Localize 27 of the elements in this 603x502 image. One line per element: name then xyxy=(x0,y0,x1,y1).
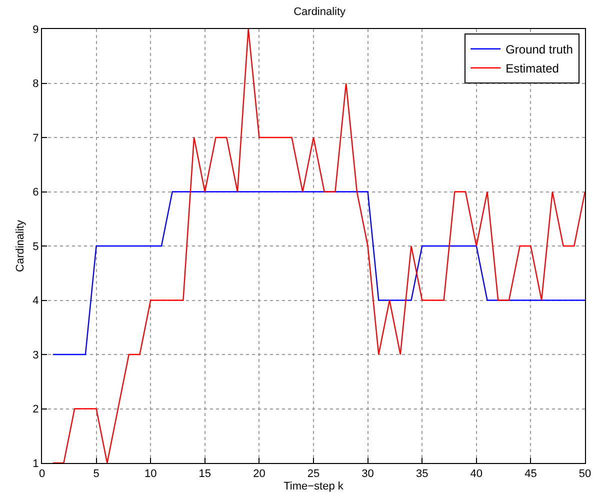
chart-title: Cardinality xyxy=(294,6,346,18)
y-tick-label: 2 xyxy=(32,404,39,416)
y-tick-label: 5 xyxy=(32,240,39,253)
x-tick-label: 35 xyxy=(416,468,428,480)
y-tick-label: 1 xyxy=(32,458,39,470)
x-tick-label: 30 xyxy=(362,468,374,480)
legend-label: Ground truth xyxy=(506,42,573,57)
x-tick-label: 10 xyxy=(144,468,157,480)
legend-label: Estimated xyxy=(506,62,559,76)
y-axis-title: Cardinality xyxy=(14,220,26,272)
x-tick-label: 20 xyxy=(253,468,266,480)
x-tick-label: 0 xyxy=(38,468,46,480)
x-tick-label: 25 xyxy=(307,468,320,480)
x-tick-label: 15 xyxy=(198,468,212,480)
y-tick-label: 9 xyxy=(32,24,39,36)
y-tick-label: 8 xyxy=(32,78,39,90)
x-tick-label: 5 xyxy=(93,468,100,480)
x-tick-label: 45 xyxy=(524,468,537,480)
y-tick-label: 6 xyxy=(32,186,39,199)
line-series xyxy=(52,29,585,463)
y-tick-label: 4 xyxy=(32,295,39,308)
x-tick-label: 50 xyxy=(578,468,592,480)
line-series xyxy=(52,191,585,356)
x-tick-label: 40 xyxy=(470,468,483,480)
y-tick-label: 3 xyxy=(32,349,39,362)
y-tick-label: 7 xyxy=(32,132,39,144)
x-axis-title: Time−step k xyxy=(284,480,344,492)
